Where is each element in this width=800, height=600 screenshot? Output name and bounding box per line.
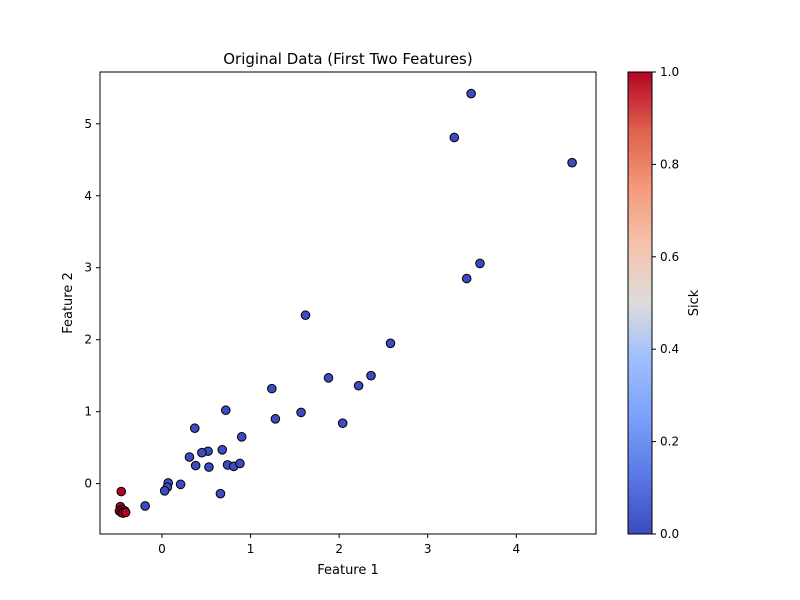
data-point-healthy — [140, 501, 150, 511]
colorbar-tick-label: 0.2 — [660, 435, 679, 449]
data-point-healthy — [220, 405, 231, 416]
data-point-healthy — [567, 157, 577, 168]
x-tick-label: 0 — [158, 542, 166, 556]
x-axis-ticks: 0 1 2 3 4 — [158, 534, 520, 556]
data-point-healthy — [270, 414, 281, 424]
colorbar-tick-label: 1.0 — [660, 65, 679, 79]
data-point-healthy — [461, 273, 472, 284]
data-point-healthy — [466, 88, 476, 99]
data-point-healthy — [366, 370, 376, 381]
data-point-healthy — [215, 488, 226, 499]
colorbar-ticks: 0.0 0.2 0.4 0.6 0.8 1.0 — [652, 65, 679, 541]
data-point-healthy — [337, 418, 348, 428]
x-tick-label: 2 — [335, 542, 343, 556]
data-point-healthy — [204, 462, 214, 472]
x-tick-label: 4 — [512, 542, 520, 556]
colorbar-label: Sick — [687, 289, 702, 316]
colorbar-tick-label: 0.6 — [660, 250, 679, 264]
x-axis-label: Feature 1 — [317, 563, 379, 578]
colorbar — [627, 71, 653, 535]
plot-frame — [99, 71, 597, 535]
data-point-healthy — [296, 407, 306, 418]
data-point-healthy — [449, 132, 460, 143]
y-tick-label: 4 — [84, 189, 92, 203]
data-point-healthy — [184, 452, 195, 462]
data-point-healthy — [190, 460, 201, 471]
x-tick-label: 3 — [424, 542, 432, 556]
y-tick-label: 3 — [84, 261, 92, 275]
data-point-healthy — [323, 373, 334, 383]
x-tick-label: 1 — [247, 542, 255, 556]
y-tick-label: 2 — [84, 333, 92, 347]
data-point-healthy — [300, 310, 311, 321]
data-point-healthy — [235, 458, 245, 469]
data-point-healthy — [189, 423, 200, 434]
y-tick-label: 5 — [84, 117, 92, 131]
data-point-healthy — [267, 383, 277, 394]
data-point-healthy — [175, 479, 186, 490]
y-axis-label: Feature 2 — [61, 272, 76, 334]
plot-area — [114, 88, 577, 518]
y-tick-label: 1 — [84, 405, 92, 419]
data-point-sick — [116, 486, 127, 497]
data-point-healthy — [385, 338, 396, 349]
colorbar-tick-label: 0.0 — [660, 527, 679, 541]
data-point-sick — [120, 507, 131, 518]
data-point-healthy — [159, 486, 170, 496]
colorbar-tick-label: 0.4 — [660, 342, 679, 356]
data-point-healthy — [236, 432, 247, 442]
data-point-healthy — [475, 258, 485, 269]
y-tick-label: 0 — [84, 477, 92, 491]
data-point-healthy — [353, 380, 364, 391]
data-point-healthy — [217, 445, 228, 455]
colorbar-tick-label: 0.8 — [660, 157, 679, 171]
y-axis-ticks: 0 1 2 3 4 5 — [84, 117, 100, 491]
chart-title: Original Data (First Two Features) — [223, 50, 472, 68]
data-point-healthy — [197, 447, 207, 458]
